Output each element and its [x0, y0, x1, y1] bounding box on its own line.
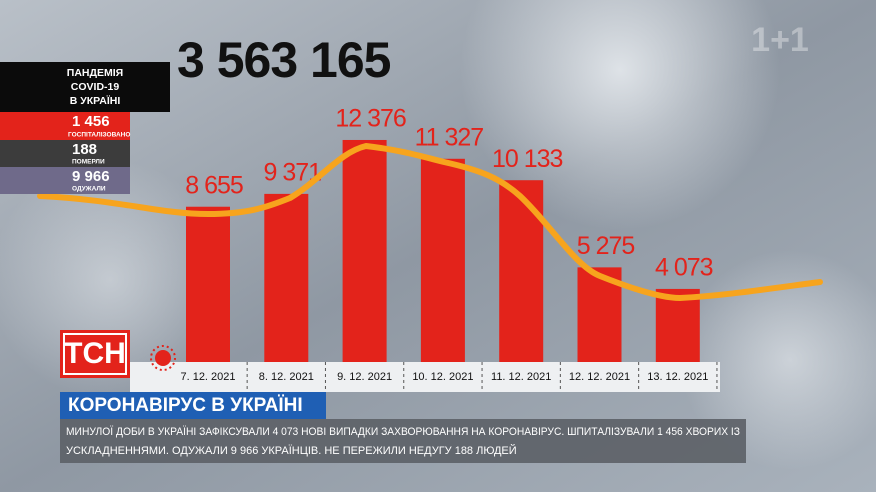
x-tick-label: 7. 12. 2021 — [180, 371, 235, 383]
x-tick-label: 10. 12. 2021 — [412, 371, 473, 383]
stat-box — [0, 167, 130, 194]
background-glow — [680, 250, 876, 470]
stat-box — [0, 140, 130, 167]
ticker-line: УСКЛАДНЕННЯМИ. ОДУЖАЛИ 9 966 УКРАЇНЦІВ. … — [66, 444, 517, 457]
value-label: 10 133 — [492, 145, 563, 173]
virus-icon — [155, 350, 171, 366]
x-tick-label: 12. 12. 2021 — [569, 371, 630, 383]
ticker-box — [60, 419, 746, 463]
x-tick-label: 11. 12. 2021 — [491, 371, 551, 383]
x-tick-label: 9. 12. 2021 — [337, 371, 392, 383]
watermark: 1+1 — [751, 21, 809, 59]
bar — [655, 288, 700, 362]
stat-value: 188 — [72, 141, 97, 158]
bar — [342, 139, 387, 362]
background-glow — [460, 0, 780, 230]
stat-label: ПОМЕРЛИ — [72, 159, 105, 166]
background-glow — [0, 160, 230, 400]
value-label: 4 073 — [655, 254, 713, 282]
stat-value: 9 966 — [72, 168, 110, 185]
logo-box — [60, 330, 130, 378]
headline: КОРОНАВІРУС В УКРАЇНІ — [68, 395, 303, 416]
bar — [420, 158, 465, 362]
bar — [264, 193, 309, 362]
stat-label: ОДУЖАЛИ — [72, 186, 106, 193]
date-strip — [130, 362, 720, 392]
value-label: 5 275 — [577, 232, 635, 260]
logo: ТСН — [64, 337, 126, 370]
x-tick-label: 13. 12. 2021 — [647, 371, 708, 383]
stat-box — [0, 112, 130, 140]
logo-frame — [63, 333, 127, 375]
value-label: 8 655 — [185, 171, 243, 199]
sidebar-header: COVID-19 — [71, 81, 120, 93]
stat-value: 1 456 — [72, 113, 110, 130]
sidebar-header: В УКРАЇНІ — [70, 94, 121, 107]
stat-label: ГОСПІТАЛІЗОВАНО — [68, 132, 130, 139]
headline-bar — [60, 392, 326, 419]
bar — [499, 180, 544, 362]
sidebar-header: ПАНДЕМІЯ — [67, 67, 123, 79]
virus-icon — [150, 345, 176, 371]
x-tick-label: 8. 12. 2021 — [259, 371, 314, 383]
value-label: 11 327 — [415, 123, 484, 151]
trend-line — [37, 142, 823, 302]
bar — [186, 206, 230, 362]
ticker-line: МИНУЛОЇ ДОБИ В УКРАЇНІ ЗАФІКСУВАЛИ 4 073… — [66, 426, 740, 438]
value-label: 12 376 — [335, 105, 406, 133]
total-cases: 3 563 165 — [177, 32, 391, 88]
sidebar-header-box — [0, 62, 170, 112]
